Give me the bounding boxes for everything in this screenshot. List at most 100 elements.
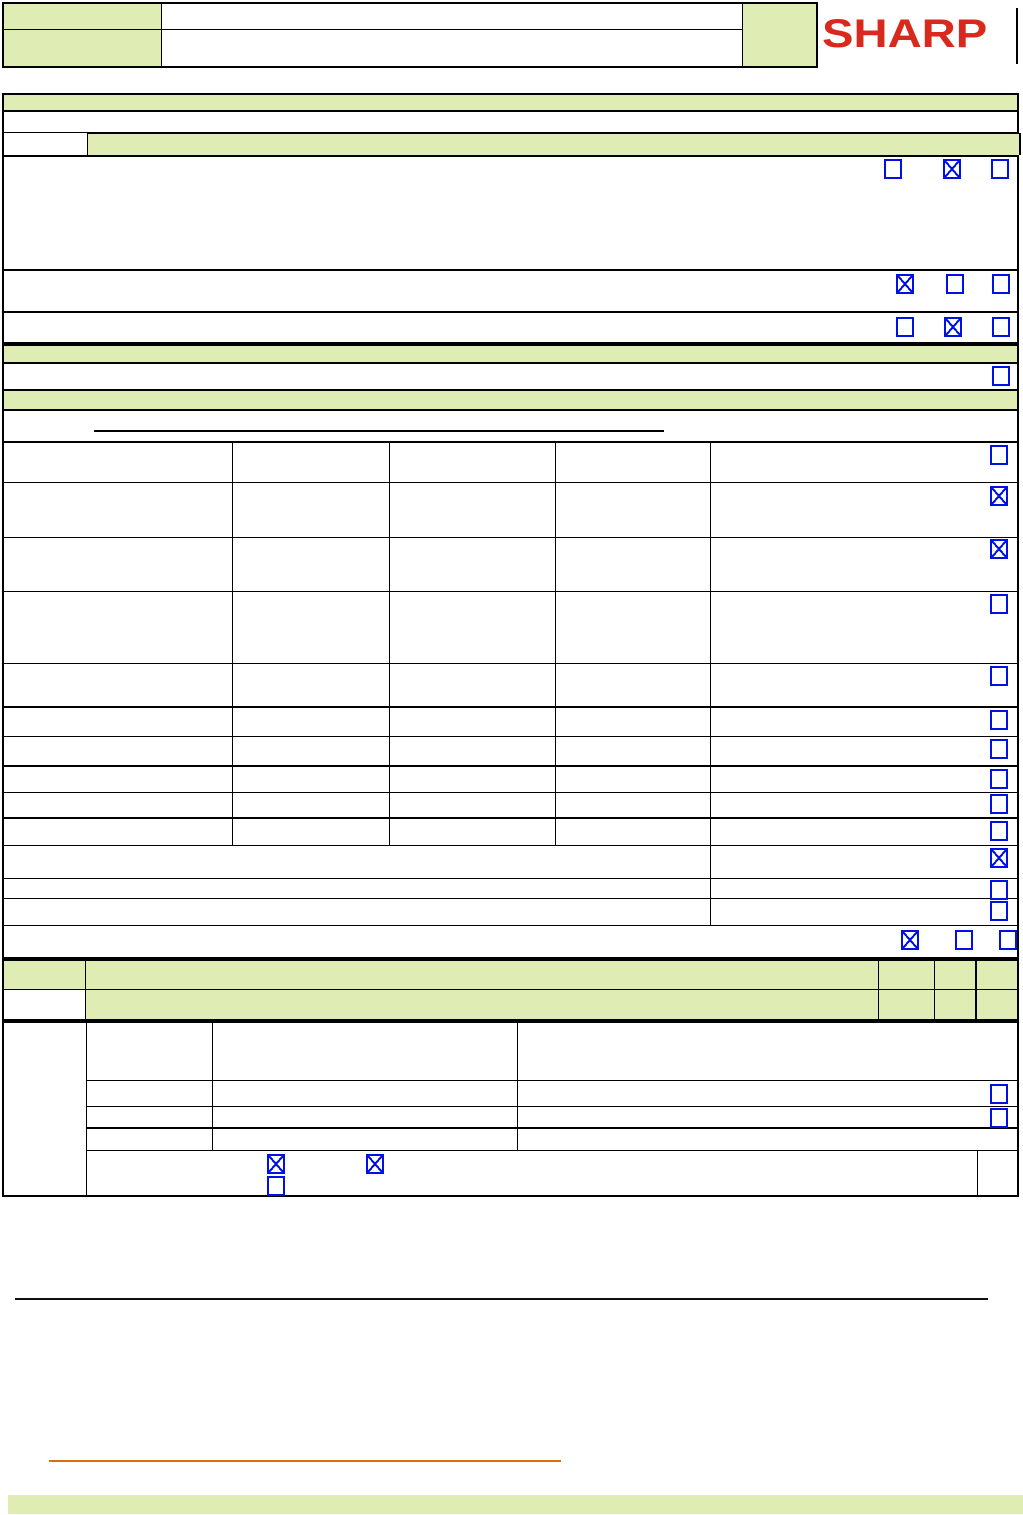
underline-row (2, 411, 1019, 441)
cell (390, 737, 556, 765)
cell (711, 767, 1017, 792)
header-side-cell (743, 4, 816, 66)
header-value-cell-2 (162, 30, 743, 66)
cell (556, 443, 711, 482)
cell (213, 1129, 518, 1150)
cell (233, 664, 390, 706)
table-row (87, 1129, 1017, 1151)
section-header-bar-2 (2, 344, 1019, 364)
table-row (4, 538, 1017, 592)
cell (4, 737, 233, 765)
horizontal-rule (15, 1298, 988, 1300)
underline (94, 430, 664, 432)
main-table (2, 441, 1019, 959)
cell (556, 708, 711, 736)
subsection-left-cell (4, 133, 87, 155)
cell (711, 793, 1017, 817)
table-row (87, 1107, 1017, 1129)
table-row (4, 708, 1017, 737)
cell (518, 1129, 1017, 1150)
checkbox[interactable] (267, 1154, 285, 1174)
checkbox[interactable] (990, 880, 1008, 900)
checkbox[interactable] (990, 769, 1008, 789)
checkbox[interactable] (366, 1154, 384, 1174)
checkbox[interactable] (990, 594, 1008, 614)
cell (4, 846, 711, 878)
checkbox[interactable] (999, 930, 1017, 950)
cell (518, 1023, 1017, 1080)
table-row (4, 664, 1017, 708)
cell (390, 483, 556, 537)
option-row-3 (2, 313, 1019, 344)
cell (390, 592, 556, 663)
cell (390, 767, 556, 792)
checkbox[interactable] (990, 539, 1008, 559)
table-row (4, 767, 1017, 793)
cell (87, 1023, 213, 1080)
checkbox[interactable] (990, 710, 1008, 730)
subsection-row (2, 133, 1021, 155)
checkbox[interactable] (896, 274, 914, 294)
checkbox[interactable] (901, 930, 919, 950)
checkbox[interactable] (992, 317, 1010, 337)
checkbox[interactable] (884, 159, 902, 179)
checkbox[interactable] (955, 930, 973, 950)
cell (935, 990, 977, 1019)
checkbox[interactable] (990, 794, 1008, 814)
cell (87, 1081, 213, 1106)
bottom-table-body (87, 1023, 1017, 1195)
cell (711, 592, 1017, 663)
checkbox[interactable] (943, 159, 961, 179)
checkbox[interactable] (267, 1176, 285, 1196)
cell (556, 592, 711, 663)
green-row-2 (4, 990, 1017, 1019)
checkbox[interactable] (990, 848, 1008, 868)
cell (233, 819, 390, 845)
header-value-cell-1 (162, 4, 743, 30)
cell (978, 1151, 1017, 1195)
checkbox[interactable] (990, 486, 1008, 506)
checkbox[interactable] (992, 274, 1010, 294)
checkbox[interactable] (896, 317, 914, 337)
cell (711, 483, 1017, 537)
checkbox[interactable] (990, 445, 1008, 465)
cell (87, 1107, 213, 1127)
description-block (2, 155, 1019, 271)
green-row-1 (4, 961, 1017, 990)
cell (233, 443, 390, 482)
cell (711, 708, 1017, 736)
cell (711, 538, 1017, 591)
checkbox[interactable] (990, 739, 1008, 759)
cell (977, 990, 1017, 1019)
cell (4, 483, 233, 537)
checkbox[interactable] (946, 274, 964, 294)
table-row (4, 737, 1017, 767)
cell (86, 990, 879, 1019)
table-row-merged (4, 899, 1017, 926)
checkbox[interactable] (990, 666, 1008, 686)
bottom-table-left-column (4, 1023, 87, 1195)
checkbox[interactable] (990, 901, 1008, 921)
cell (556, 819, 711, 845)
cell (233, 793, 390, 817)
cell (213, 1023, 518, 1080)
single-option-row (2, 364, 1019, 389)
cell (86, 961, 879, 989)
cell (4, 767, 233, 792)
cell (977, 961, 1017, 989)
subsection-green-bar (87, 133, 1021, 155)
cell (711, 879, 1017, 898)
header-label-cell-2 (4, 30, 162, 66)
checkbox[interactable] (991, 159, 1009, 179)
cell (390, 443, 556, 482)
section-header-bar-3 (2, 389, 1019, 411)
checkbox[interactable] (990, 1084, 1008, 1104)
table-row (87, 1081, 1017, 1107)
checkbox[interactable] (990, 821, 1008, 841)
cell (4, 793, 233, 817)
cell (233, 767, 390, 792)
checkbox[interactable] (990, 1108, 1008, 1128)
checkbox[interactable] (992, 366, 1010, 386)
checkbox[interactable] (944, 317, 962, 337)
